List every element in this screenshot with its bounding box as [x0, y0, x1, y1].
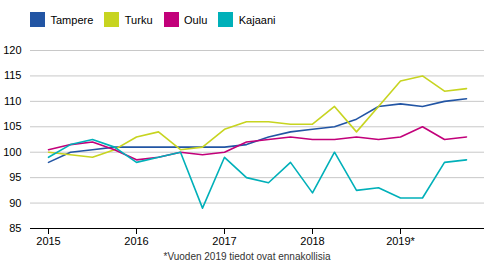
- svg-text:2018: 2018: [300, 235, 324, 247]
- svg-text:95: 95: [9, 171, 21, 183]
- svg-text:2015: 2015: [36, 235, 60, 247]
- svg-text:110: 110: [4, 94, 22, 106]
- svg-text:105: 105: [3, 120, 21, 132]
- html-text:*Vuoden 2019 tiedot ovat ennak: *Vuoden 2019 tiedot ovat ennakollisia: [163, 250, 331, 262]
- html-text:Tampere: Tampere: [50, 13, 94, 26]
- svg-text:115: 115: [4, 69, 22, 81]
- html-text:Kajaani: Kajaani: [238, 13, 276, 26]
- svg-text:90: 90: [9, 196, 21, 208]
- html-text:Oulu: Oulu: [184, 13, 208, 26]
- svg-text:2017: 2017: [212, 235, 236, 247]
- svg-text:2019*: 2019*: [386, 235, 415, 247]
- svg-text:100: 100: [3, 145, 21, 157]
- svg-text:85: 85: [9, 222, 21, 234]
- svg-text:120: 120: [3, 44, 21, 56]
- html-text:Turku: Turku: [124, 13, 153, 26]
- svg-text:2016: 2016: [124, 235, 148, 247]
